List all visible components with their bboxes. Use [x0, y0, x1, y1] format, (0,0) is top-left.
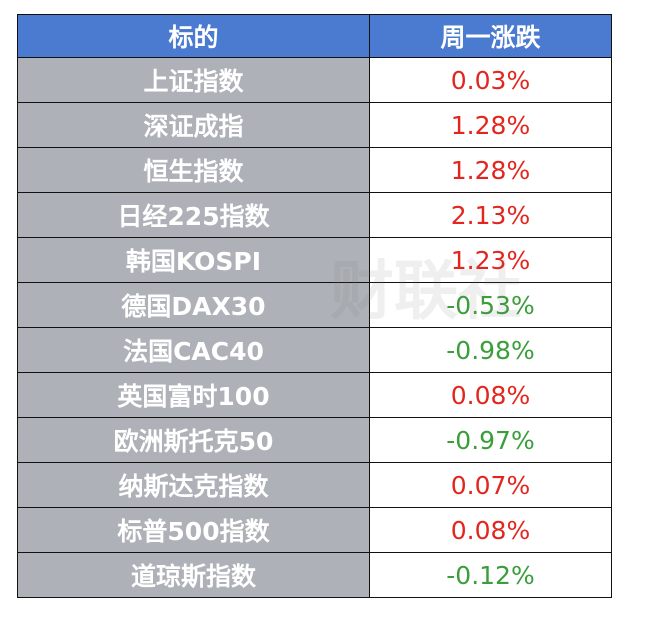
- change-value: 0.03%: [369, 57, 612, 103]
- header-row: 标的 周一涨跌: [17, 14, 612, 58]
- header-cell: 标的: [17, 14, 370, 58]
- change-value: 1.28%: [369, 147, 612, 193]
- row: 日经225指数 2.13%: [17, 192, 612, 238]
- row: 标普500指数 0.08%: [17, 507, 612, 553]
- change-value: 1.28%: [369, 102, 612, 148]
- index-name: 韩国KOSPI: [17, 237, 370, 283]
- index-name: 道琼斯指数: [17, 552, 370, 598]
- index-name: 标普500指数: [17, 507, 370, 553]
- row: 德国DAX30 -0.53%: [17, 282, 612, 328]
- index-name: 纳斯达克指数: [17, 462, 370, 508]
- change-value: -0.98%: [369, 327, 612, 373]
- change-value: -0.12%: [369, 552, 612, 598]
- row: 欧洲斯托克50 -0.97%: [17, 417, 612, 463]
- change-value: 0.08%: [369, 372, 612, 418]
- index-name: 上证指数: [17, 57, 370, 103]
- index-name: 法国CAC40: [17, 327, 370, 373]
- index-name: 日经225指数: [17, 192, 370, 238]
- row: 深证成指 1.28%: [17, 102, 612, 148]
- change-value: 1.23%: [369, 237, 612, 283]
- index-name: 欧洲斯托克50: [17, 417, 370, 463]
- change-value: 0.07%: [369, 462, 612, 508]
- index-name: 英国富时100: [17, 372, 370, 418]
- change-value: -0.97%: [369, 417, 612, 463]
- header-cell: 周一涨跌: [369, 14, 612, 58]
- row: 恒生指数 1.28%: [17, 147, 612, 193]
- change-value: 0.08%: [369, 507, 612, 553]
- index-name: 深证成指: [17, 102, 370, 148]
- row: 上证指数 0.03%: [17, 57, 612, 103]
- change-value: -0.53%: [369, 282, 612, 328]
- row: 英国富时100 0.08%: [17, 372, 612, 418]
- index-name: 恒生指数: [17, 147, 370, 193]
- index-table: 标的 周一涨跌 上证指数 0.03% 深证成指 1.28% 恒生指数 1.28% 日经225…: [17, 14, 612, 598]
- row: 纳斯达克指数 0.07%: [17, 462, 612, 508]
- index-name: 德国DAX30: [17, 282, 370, 328]
- row: 道琼斯指数 -0.12%: [17, 552, 612, 598]
- row: 韩国KOSPI 1.23%: [17, 237, 612, 283]
- row: 法国CAC40 -0.98%: [17, 327, 612, 373]
- change-value: 2.13%: [369, 192, 612, 238]
